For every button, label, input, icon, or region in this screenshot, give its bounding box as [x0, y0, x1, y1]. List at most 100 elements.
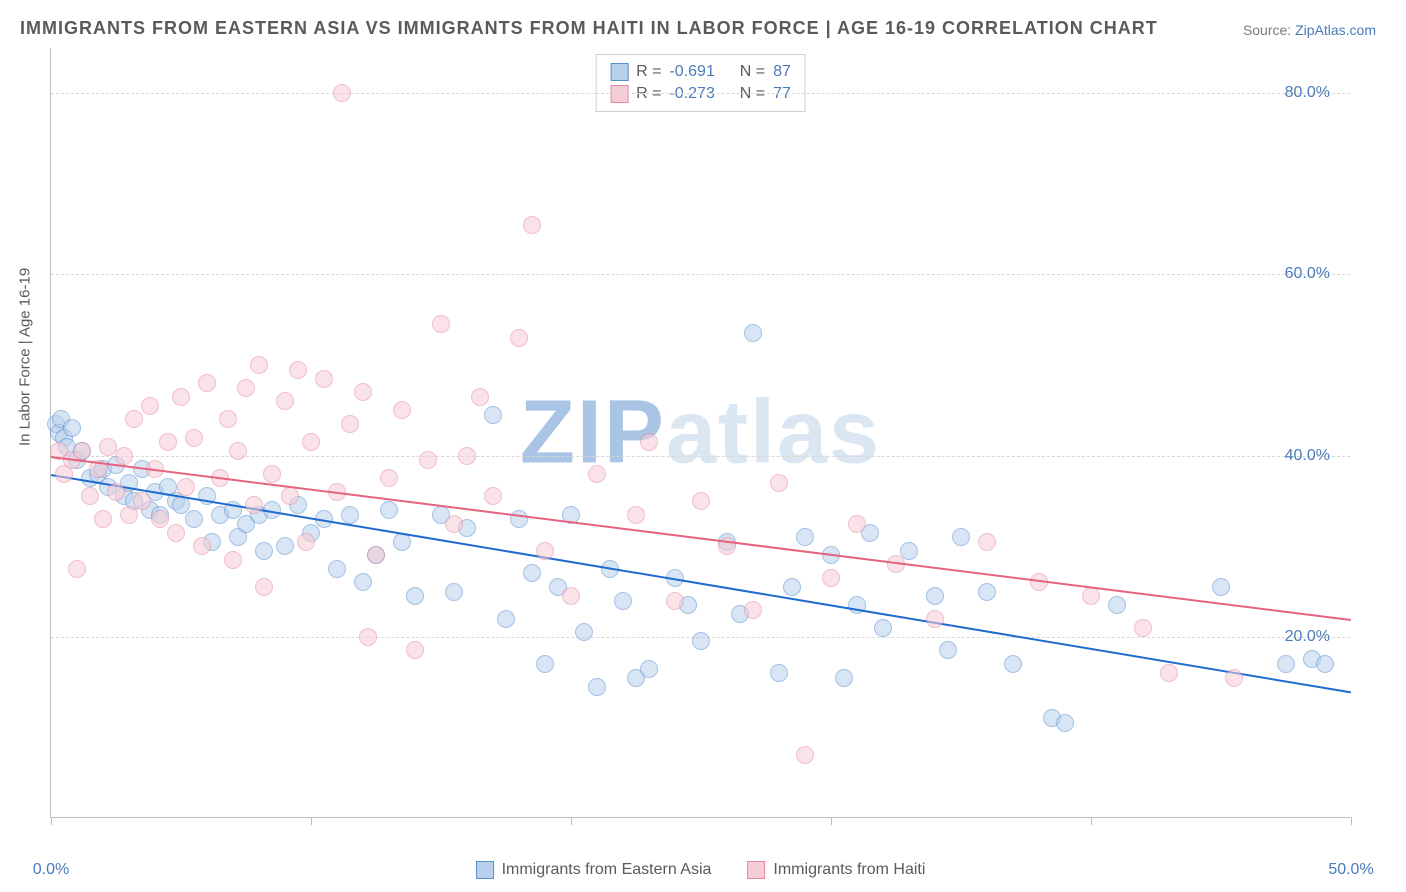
data-point: [523, 564, 541, 582]
data-point: [796, 528, 814, 546]
data-point: [588, 465, 606, 483]
data-point: [484, 406, 502, 424]
data-point: [263, 465, 281, 483]
data-point: [406, 641, 424, 659]
data-point: [1212, 578, 1230, 596]
source-prefix: Source:: [1243, 22, 1295, 38]
legend-swatch-pink: [747, 861, 765, 879]
data-point: [614, 592, 632, 610]
data-point: [167, 524, 185, 542]
data-point: [1160, 664, 1178, 682]
x-tick: [311, 817, 312, 825]
data-point: [289, 361, 307, 379]
data-point: [926, 610, 944, 628]
n-value-1: 87: [773, 61, 791, 83]
legend-swatch-blue: [476, 861, 494, 879]
watermark: ZIPatlas: [520, 381, 881, 484]
data-point: [497, 610, 515, 628]
data-point: [848, 515, 866, 533]
r-value-1: -0.691: [669, 61, 714, 83]
x-tick: [1091, 817, 1092, 825]
x-tick-label: 0.0%: [33, 861, 69, 879]
data-point: [380, 469, 398, 487]
data-point: [255, 542, 273, 560]
data-point: [432, 315, 450, 333]
data-point: [770, 474, 788, 492]
y-axis-label: In Labor Force | Age 16-19: [17, 268, 34, 446]
plot-area: ZIPatlas R = -0.691 N = 87 R = -0.273 N …: [50, 48, 1350, 818]
data-point: [978, 533, 996, 551]
legend-stats-box: R = -0.691 N = 87 R = -0.273 N = 77: [595, 54, 806, 112]
legend-stats-row-1: R = -0.691 N = 87: [610, 61, 791, 83]
data-point: [1004, 655, 1022, 673]
legend-label-2: Immigrants from Haiti: [773, 861, 925, 879]
data-point: [68, 560, 86, 578]
chart-title: IMMIGRANTS FROM EASTERN ASIA VS IMMIGRAN…: [20, 18, 1158, 39]
chart-container: IMMIGRANTS FROM EASTERN ASIA VS IMMIGRAN…: [0, 0, 1406, 892]
data-point: [229, 442, 247, 460]
data-point: [219, 410, 237, 428]
data-point: [1108, 596, 1126, 614]
data-point: [445, 515, 463, 533]
data-point: [393, 401, 411, 419]
data-point: [640, 660, 658, 678]
data-point: [177, 478, 195, 496]
data-point: [185, 429, 203, 447]
data-point: [627, 506, 645, 524]
gridline: [51, 274, 1350, 275]
x-tick: [571, 817, 572, 825]
legend-series: Immigrants from Eastern Asia Immigrants …: [476, 861, 926, 879]
legend-item-2: Immigrants from Haiti: [747, 861, 925, 879]
data-point: [835, 669, 853, 687]
data-point: [159, 433, 177, 451]
legend-swatch-blue: [610, 63, 628, 81]
data-point: [237, 379, 255, 397]
gridline: [51, 93, 1350, 94]
data-point: [302, 433, 320, 451]
source-link[interactable]: ZipAtlas.com: [1295, 22, 1376, 38]
data-point: [185, 510, 203, 528]
data-point: [276, 392, 294, 410]
data-point: [536, 655, 554, 673]
data-point: [666, 592, 684, 610]
data-point: [1316, 655, 1334, 673]
data-point: [939, 641, 957, 659]
x-tick: [831, 817, 832, 825]
data-point: [783, 578, 801, 596]
data-point: [926, 587, 944, 605]
y-tick-label: 80.0%: [1285, 84, 1330, 102]
x-tick: [51, 817, 52, 825]
data-point: [115, 447, 133, 465]
data-point: [822, 569, 840, 587]
data-point: [367, 546, 385, 564]
data-point: [250, 356, 268, 374]
data-point: [63, 419, 81, 437]
y-tick-label: 60.0%: [1285, 265, 1330, 283]
y-tick-label: 40.0%: [1285, 447, 1330, 465]
data-point: [94, 510, 112, 528]
data-point: [198, 374, 216, 392]
data-point: [952, 528, 970, 546]
legend-label-1: Immigrants from Eastern Asia: [502, 861, 712, 879]
data-point: [133, 492, 151, 510]
data-point: [406, 587, 424, 605]
data-point: [107, 483, 125, 501]
data-point: [1277, 655, 1295, 673]
data-point: [575, 623, 593, 641]
data-point: [523, 216, 541, 234]
data-point: [1134, 619, 1152, 637]
data-point: [471, 388, 489, 406]
data-point: [484, 487, 502, 505]
data-point: [510, 329, 528, 347]
data-point: [796, 746, 814, 764]
data-point: [1225, 669, 1243, 687]
data-point: [297, 533, 315, 551]
data-point: [341, 415, 359, 433]
data-point: [120, 506, 138, 524]
data-point: [315, 370, 333, 388]
n-label: N =: [740, 61, 765, 83]
x-tick-label: 50.0%: [1328, 861, 1373, 879]
data-point: [354, 573, 372, 591]
data-point: [359, 628, 377, 646]
x-tick: [1351, 817, 1352, 825]
